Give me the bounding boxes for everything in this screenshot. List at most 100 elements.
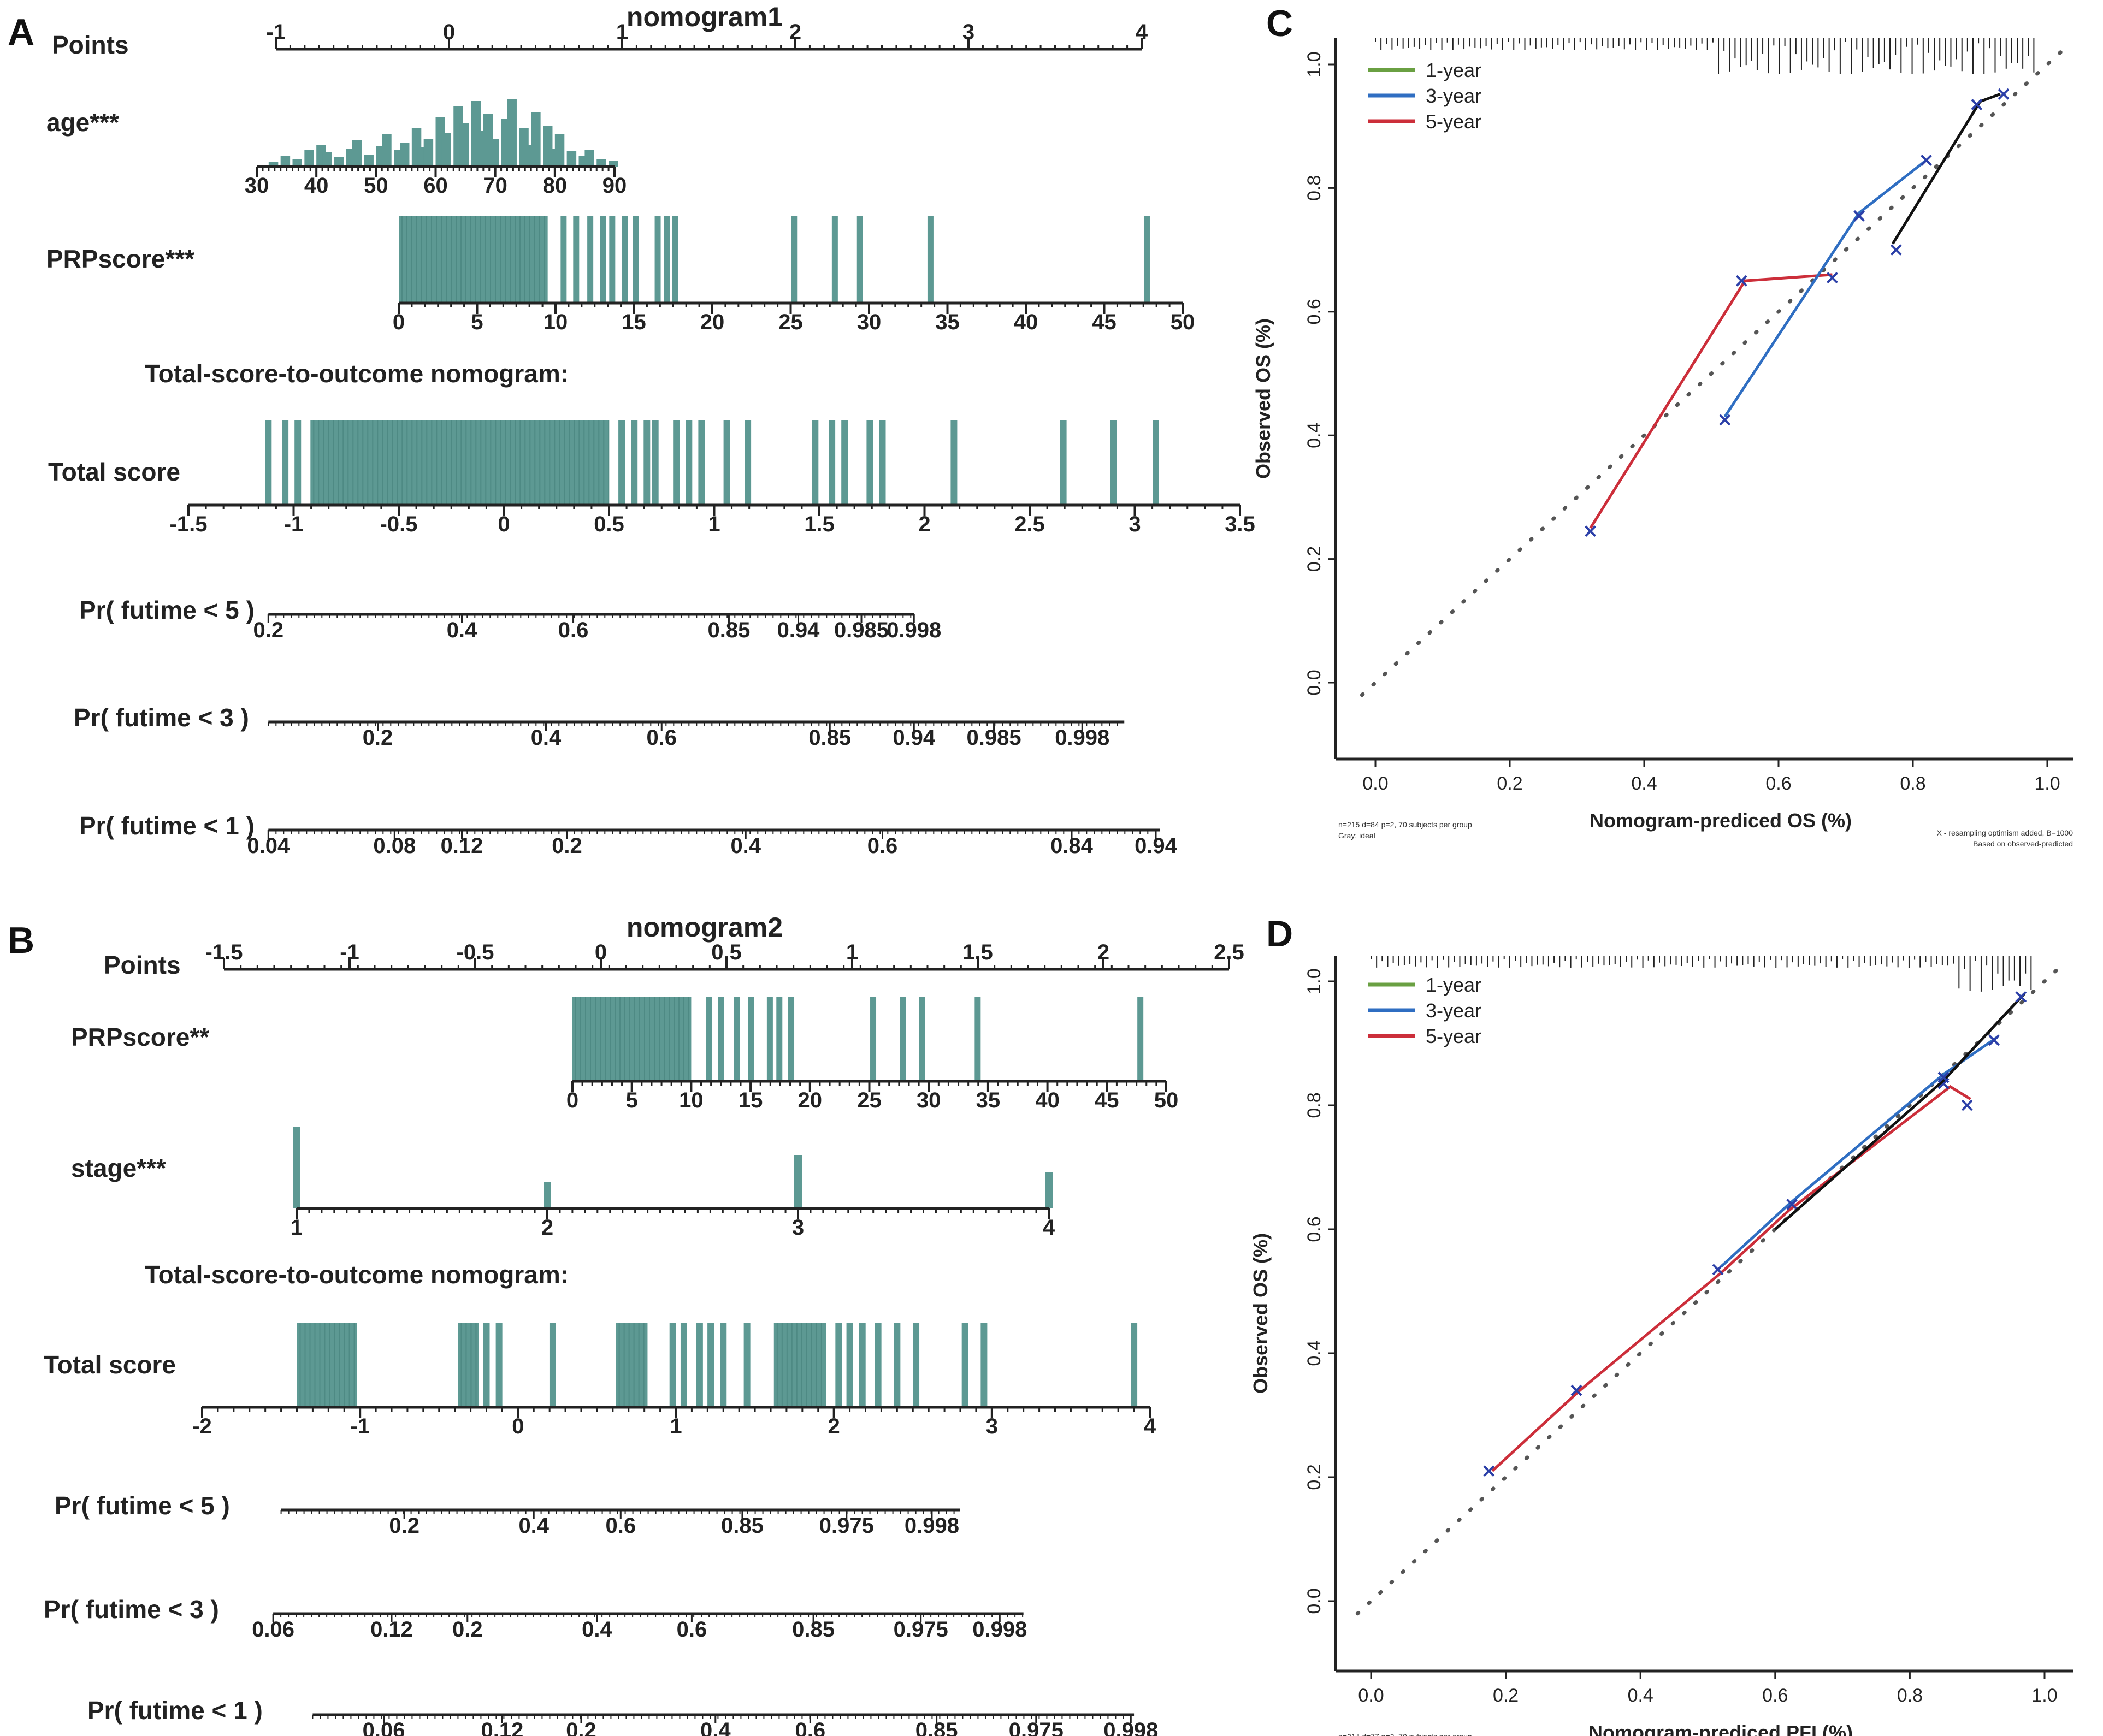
series-marker <box>1890 244 1902 256</box>
total-score-bar <box>835 1323 842 1407</box>
probability-tick-label: 0.94 <box>893 726 936 750</box>
variable-axis-tick-label: 30 <box>245 174 269 198</box>
histogram-bar <box>268 162 279 167</box>
value-bar <box>974 997 981 1081</box>
variable-axis-tick-label: 15 <box>739 1088 763 1112</box>
total-score-axis-tick-label: -1.5 <box>170 512 208 536</box>
total-score-bar <box>631 420 638 505</box>
x-tick-label: 0.6 <box>1762 1685 1788 1706</box>
panel-letter-d: D <box>1266 913 1293 955</box>
variable-axis-tick-label: 25 <box>857 1088 882 1112</box>
y-axis-title: Observed OS (%) <box>1252 318 1274 479</box>
probability-tick-label: 0.2 <box>552 834 582 858</box>
probability-tick-label: 0.2 <box>452 1617 483 1642</box>
probability-label: Pr( futime < 1 ) <box>87 1696 263 1725</box>
total-score-bar <box>875 1323 882 1407</box>
ideal-line <box>1355 961 2067 1616</box>
total-score-axis-tick-label: 2 <box>828 1414 840 1438</box>
total-score-bar <box>866 420 873 505</box>
histogram-bar <box>566 151 577 167</box>
series-marker <box>1988 1034 2000 1046</box>
probability-tick-label: 0.06 <box>363 1719 405 1736</box>
variable-axis-tick-label: 70 <box>483 174 507 198</box>
variable-axis-tick-label: 35 <box>976 1088 1001 1112</box>
series-marker <box>1570 1384 1582 1396</box>
histogram-bar <box>304 150 314 167</box>
x-tick-label: 0.4 <box>1628 1685 1653 1706</box>
total-score-bar <box>1153 420 1159 505</box>
y-tick-label: 0.4 <box>1304 423 1325 448</box>
series-marker <box>1786 1199 1798 1211</box>
variable-axis-tick-label: 50 <box>1154 1088 1179 1112</box>
points-axis-tick-label: 0.5 <box>711 940 742 964</box>
x-tick-label: 1.0 <box>2034 773 2060 794</box>
series-marker <box>1483 1465 1495 1477</box>
variable-axis-tick-label: 50 <box>1171 310 1195 334</box>
probability-tick-label: 0.998 <box>1055 726 1109 750</box>
total-score-header: Total-score-to-outcome nomogram: <box>145 359 569 388</box>
total-score-axis-tick-label: 1 <box>708 512 720 536</box>
total-score-bar <box>745 420 752 505</box>
histogram-bar <box>441 133 451 167</box>
total-score-bar <box>265 420 272 505</box>
series-line-1-year <box>1774 992 2025 1230</box>
histogram-bar <box>292 159 302 167</box>
probability-tick-label: 0.975 <box>894 1617 948 1642</box>
value-bar <box>664 216 670 303</box>
series-marker <box>2015 991 2027 1003</box>
variable-axis-tick-label: 5 <box>626 1088 638 1112</box>
total-score-bar <box>483 1323 490 1407</box>
total-score-axis-tick-label: -0.5 <box>380 512 418 536</box>
series-marker <box>1937 1071 1950 1083</box>
value-bar <box>900 997 906 1081</box>
histogram-bar <box>507 99 517 167</box>
variable-axis-tick-label: 10 <box>679 1088 704 1112</box>
histogram-bar <box>459 123 469 167</box>
total-score-bar <box>643 420 651 505</box>
probability-tick-label: 0.06 <box>252 1617 294 1642</box>
histogram-bar <box>334 157 344 167</box>
value-bar <box>672 216 678 303</box>
value-bar <box>734 997 740 1081</box>
variable-axis-tick-label: 40 <box>304 174 329 198</box>
total-score-bar <box>707 1323 714 1407</box>
value-bar <box>706 997 713 1081</box>
value-bar <box>766 997 773 1081</box>
points-label: Points <box>104 951 181 979</box>
probability-tick-label: 0.08 <box>373 834 416 858</box>
y-tick-label: 0.8 <box>1304 175 1325 201</box>
series-marker <box>1971 99 1983 110</box>
variable-axis-tick-label: 60 <box>423 174 448 198</box>
x-tick-label: 0.4 <box>1631 773 1657 794</box>
probability-tick-label: 0.4 <box>531 726 562 750</box>
total-score-label: Total score <box>44 1350 176 1379</box>
points-axis-tick-label: 4 <box>1136 20 1148 44</box>
y-axis-title: Observed OS (%) <box>1249 1233 1272 1394</box>
series-line-1-year <box>1891 92 2001 245</box>
variable-axis-tick-label: 25 <box>778 310 803 334</box>
total-score-axis-tick-label: 3 <box>986 1414 998 1438</box>
variable-label: PRPscore*** <box>46 245 194 273</box>
histogram-bar <box>382 134 392 167</box>
y-tick-label: 0.4 <box>1304 1340 1325 1366</box>
value-bar <box>718 997 724 1081</box>
series-marker <box>1998 88 2010 100</box>
total-score-axis-tick-label: 3.5 <box>1225 512 1255 536</box>
total-score-bar <box>829 420 836 505</box>
x-tick-label: 0.0 <box>1358 1685 1384 1706</box>
value-bar <box>654 216 661 303</box>
probability-tick-label: 0.2 <box>363 726 393 750</box>
points-axis-tick-label: 3 <box>962 20 974 44</box>
histogram-bar <box>280 156 291 167</box>
probability-tick-label: 0.985 <box>966 726 1021 750</box>
legend-label: 5-year <box>1426 1025 1481 1047</box>
points-axis-tick-label: 2 <box>1097 940 1109 964</box>
points-axis-tick-label: -0.5 <box>457 940 494 964</box>
stage-bar <box>544 1182 551 1208</box>
value-bar <box>927 216 934 303</box>
x-tick-label: 0.8 <box>1897 1685 1923 1706</box>
total-score-bar <box>652 420 659 505</box>
variable-axis-tick-label: 1 <box>291 1216 303 1240</box>
nomogram-title: nomogram1 <box>627 2 783 32</box>
probability-tick-label: 0.6 <box>795 1719 825 1736</box>
